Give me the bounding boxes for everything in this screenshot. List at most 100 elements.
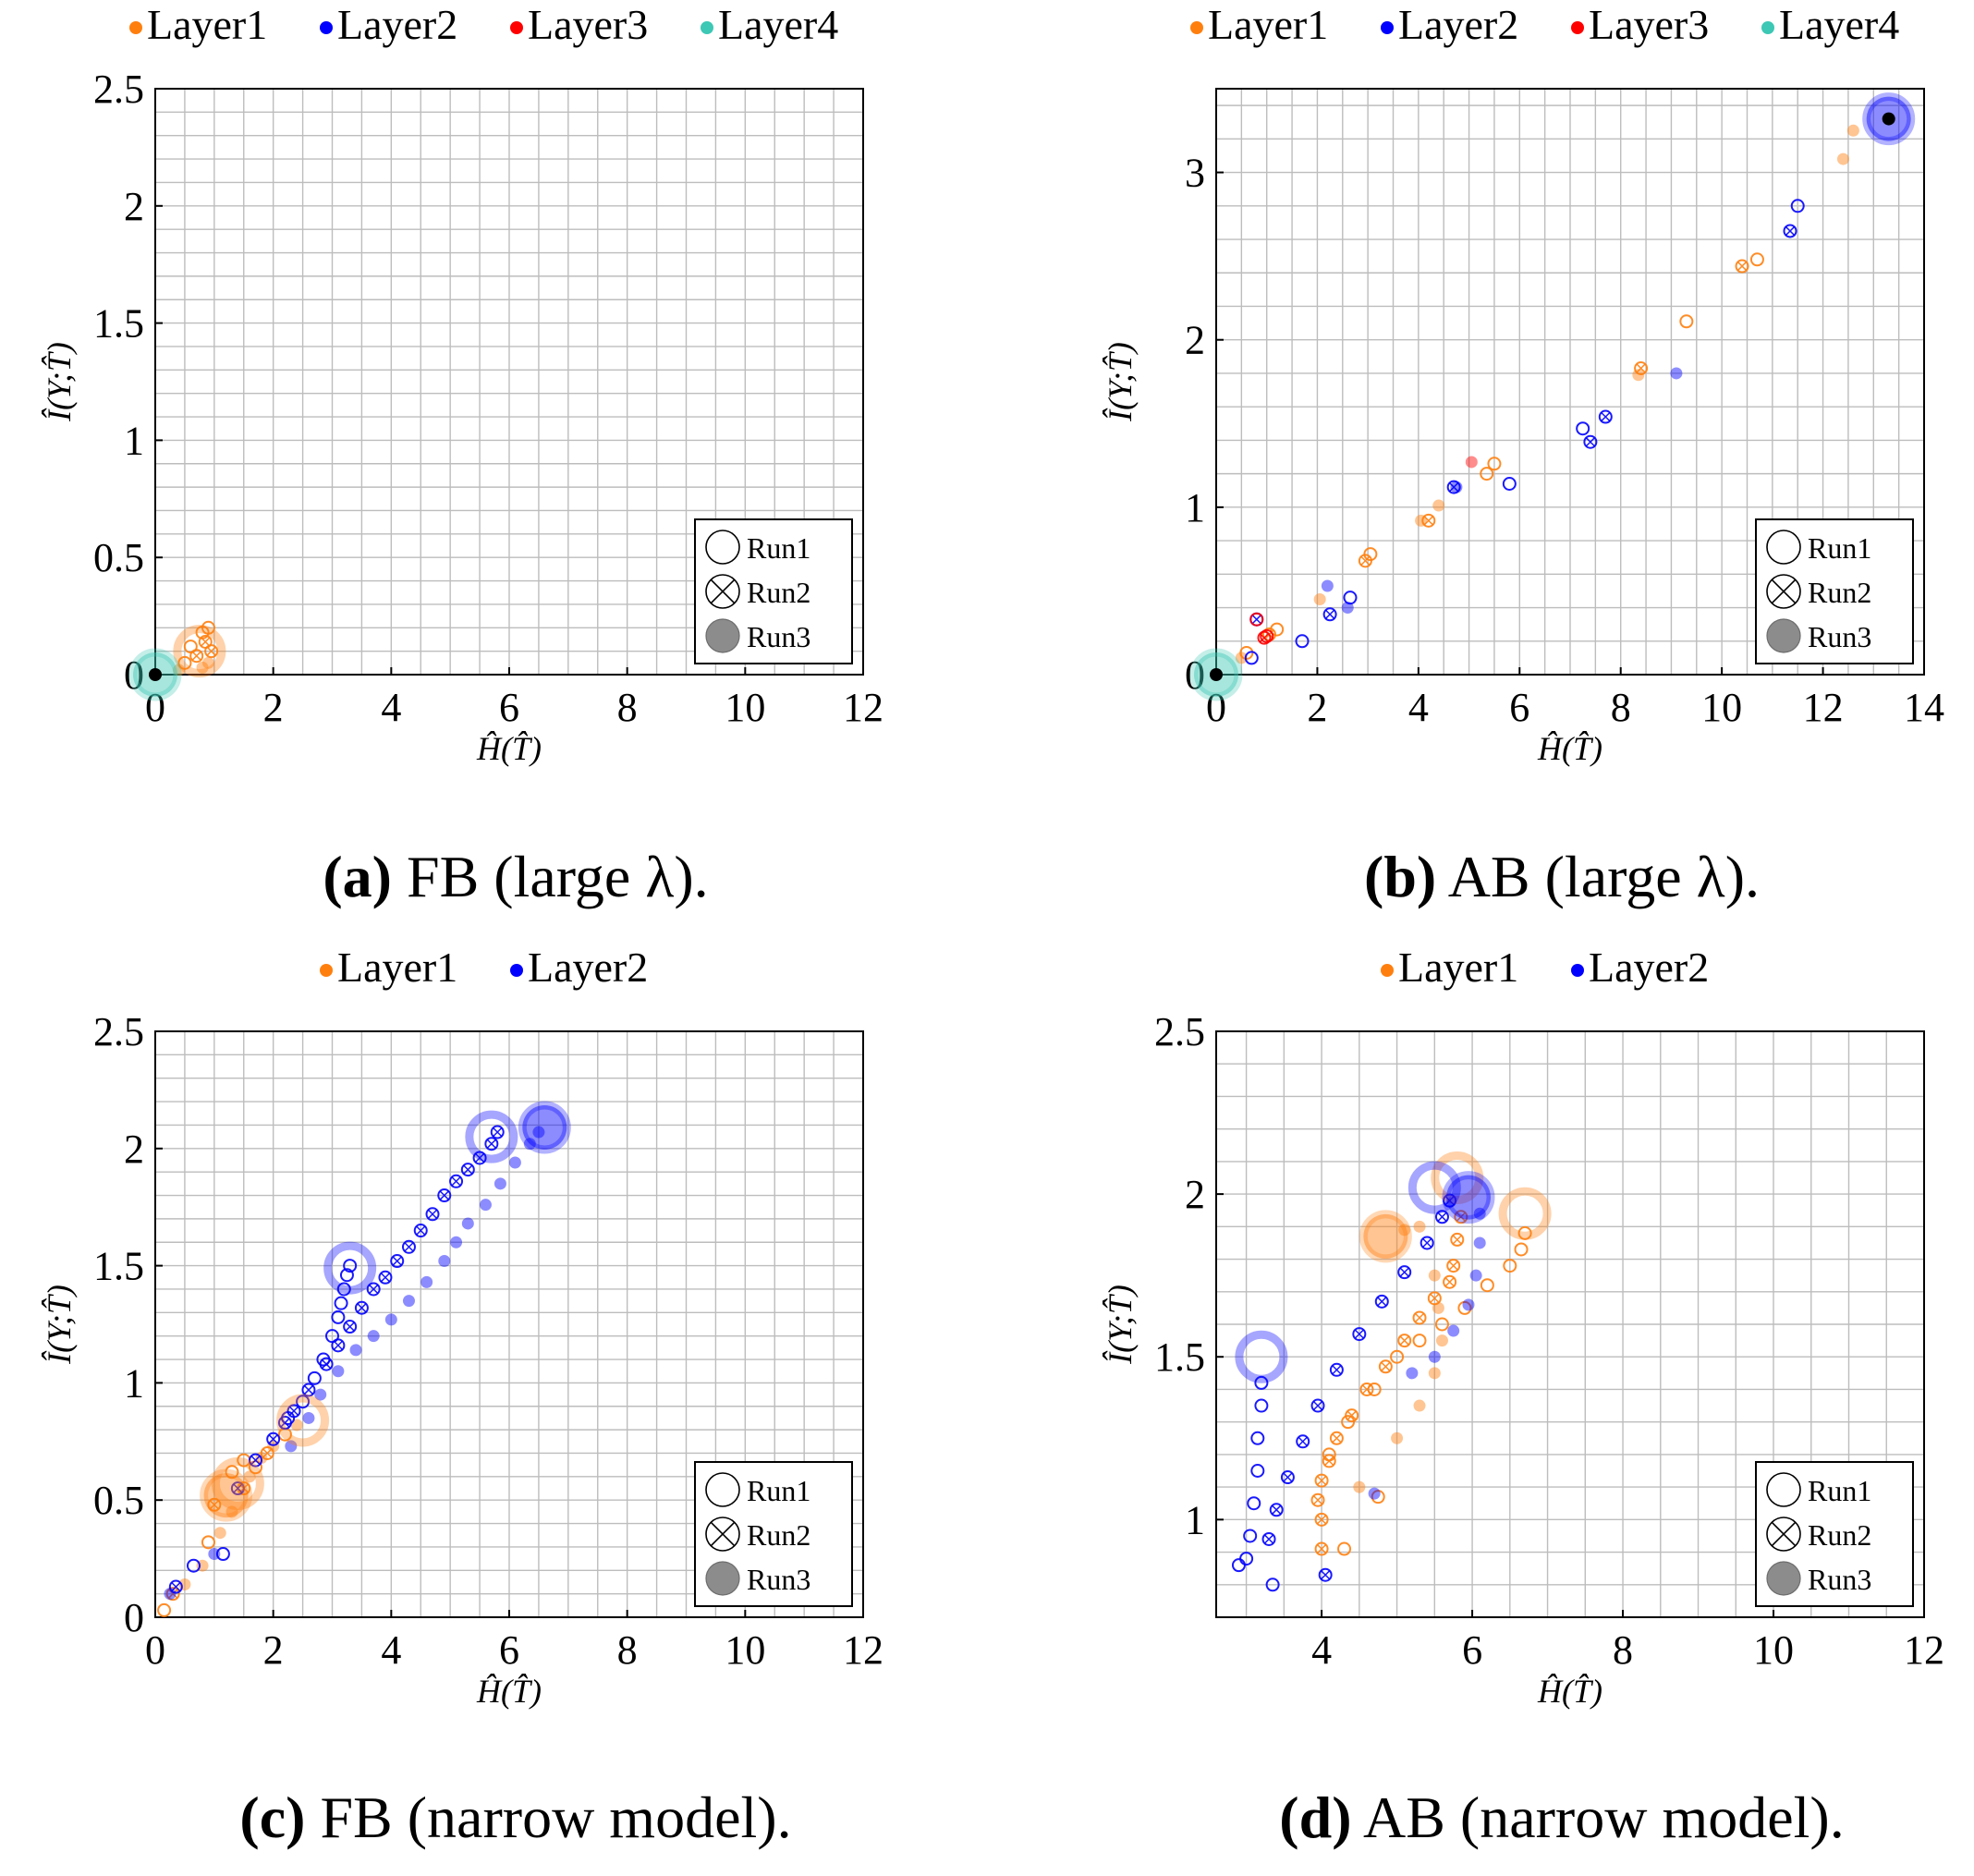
run3-marker [705,1561,740,1596]
final-point [1498,1187,1552,1240]
data-point-cross [1317,1543,1327,1554]
legend-marker-layer1 [320,964,333,977]
run-legend-d: Run1 Run2 Run3 [1755,1461,1914,1607]
legend-marker-layer4 [1761,21,1774,34]
data-point [1322,1447,1336,1462]
series-legend-b: Layer1 Layer2 Layer3 Layer4 [1190,1,1899,48]
x-tick-label: 12 [1904,1627,1944,1673]
data-point-cross [1332,1365,1342,1375]
data-point-cross [168,1589,178,1599]
run-legend-label: Run1 [747,531,810,565]
final-point [1442,1171,1495,1224]
data-point-cross [268,1434,278,1444]
data-point [1321,579,1334,592]
data-point [157,1602,172,1617]
data-point [1517,1225,1532,1240]
data-point-cross [369,1284,379,1295]
data-point-cross [451,1176,461,1187]
data-point [1427,1291,1442,1306]
data-point [1450,481,1463,493]
data-point [460,1163,475,1177]
data-point [1231,1558,1246,1573]
data-point-cross [1283,1472,1293,1482]
data-point-cross [1444,1196,1455,1206]
data-point [186,1558,201,1573]
series-layer2 [1244,199,1805,665]
points-b [1189,92,1916,701]
x-tick-label: 8 [1613,1627,1633,1673]
y-tick-label: 1.5 [93,1244,144,1289]
data-point [1371,1490,1385,1504]
y-tick-label: 2 [1185,318,1205,363]
x-tick-label: 8 [1611,685,1631,730]
run1-marker [705,530,740,565]
run-legend-label: Run3 [747,1563,810,1596]
data-point [281,1410,296,1425]
final-point [211,1456,264,1510]
x-tick-label: 6 [1462,1627,1482,1673]
data-point [1296,1434,1310,1449]
data-point [334,1296,348,1310]
data-point-cross [233,1483,243,1493]
data-point [339,1268,354,1283]
data-point [1679,314,1694,329]
data-point [1428,1350,1441,1363]
data-point [461,1217,474,1230]
data-point [1836,152,1849,165]
data-point [1341,1415,1356,1430]
data-point [1598,409,1613,424]
data-point-cross [1430,1293,1440,1303]
data-point [1447,1324,1460,1337]
run2-marker [1766,1517,1801,1552]
x-tick-label: 0 [145,1627,165,1673]
legend-marker-layer1 [129,21,142,34]
y-tick-label: 2 [1185,1172,1205,1217]
data-point [354,1300,369,1315]
data-point [314,1388,327,1401]
run2-marker [705,1517,740,1552]
run1-marker [705,1472,740,1507]
data-point [1473,1236,1486,1249]
data-point [290,1419,303,1431]
data-point [1314,1473,1329,1488]
caption-a-text: FB (large λ). [391,844,709,909]
run-legend-label: Run2 [747,576,810,609]
run-legend-b: Run1 Run2 Run3 [1755,518,1914,664]
data-point-cross [486,1139,496,1149]
data-point [437,1188,452,1203]
data-point [1435,1334,1448,1347]
data-point-cross [1354,1329,1364,1339]
data-point [1432,499,1445,512]
data-point [1239,1552,1254,1566]
final-point-center [1882,112,1895,126]
data-point-cross [1437,1212,1447,1222]
data-point-cross [303,1384,314,1395]
x-tick-label: 14 [1904,685,1944,730]
data-point [1502,476,1517,491]
data-point-cross [439,1190,449,1200]
data-point [1322,607,1337,622]
x-tick-label: 10 [725,685,765,730]
points-c [157,1101,571,1617]
y-tick-label: 0 [1185,652,1205,698]
data-point [1790,199,1805,213]
data-point [378,1270,393,1285]
data-point [296,1395,311,1409]
data-point [1465,456,1478,469]
final-point [518,1101,571,1154]
run3-marker [1766,1561,1801,1596]
x-tick-label: 2 [1307,685,1327,730]
data-point [413,1224,428,1238]
data-point [307,1370,322,1385]
x-tick-label: 10 [1701,685,1742,730]
data-point [1434,1317,1449,1332]
data-point [1359,1382,1374,1396]
series-final-layer4 [1189,648,1243,701]
final-point-center [149,668,162,681]
data-point-cross [1317,1515,1327,1525]
data-point [1397,1334,1412,1348]
data-point [1469,1269,1482,1282]
data-point-cross [288,1406,299,1416]
data-point [1670,367,1683,380]
